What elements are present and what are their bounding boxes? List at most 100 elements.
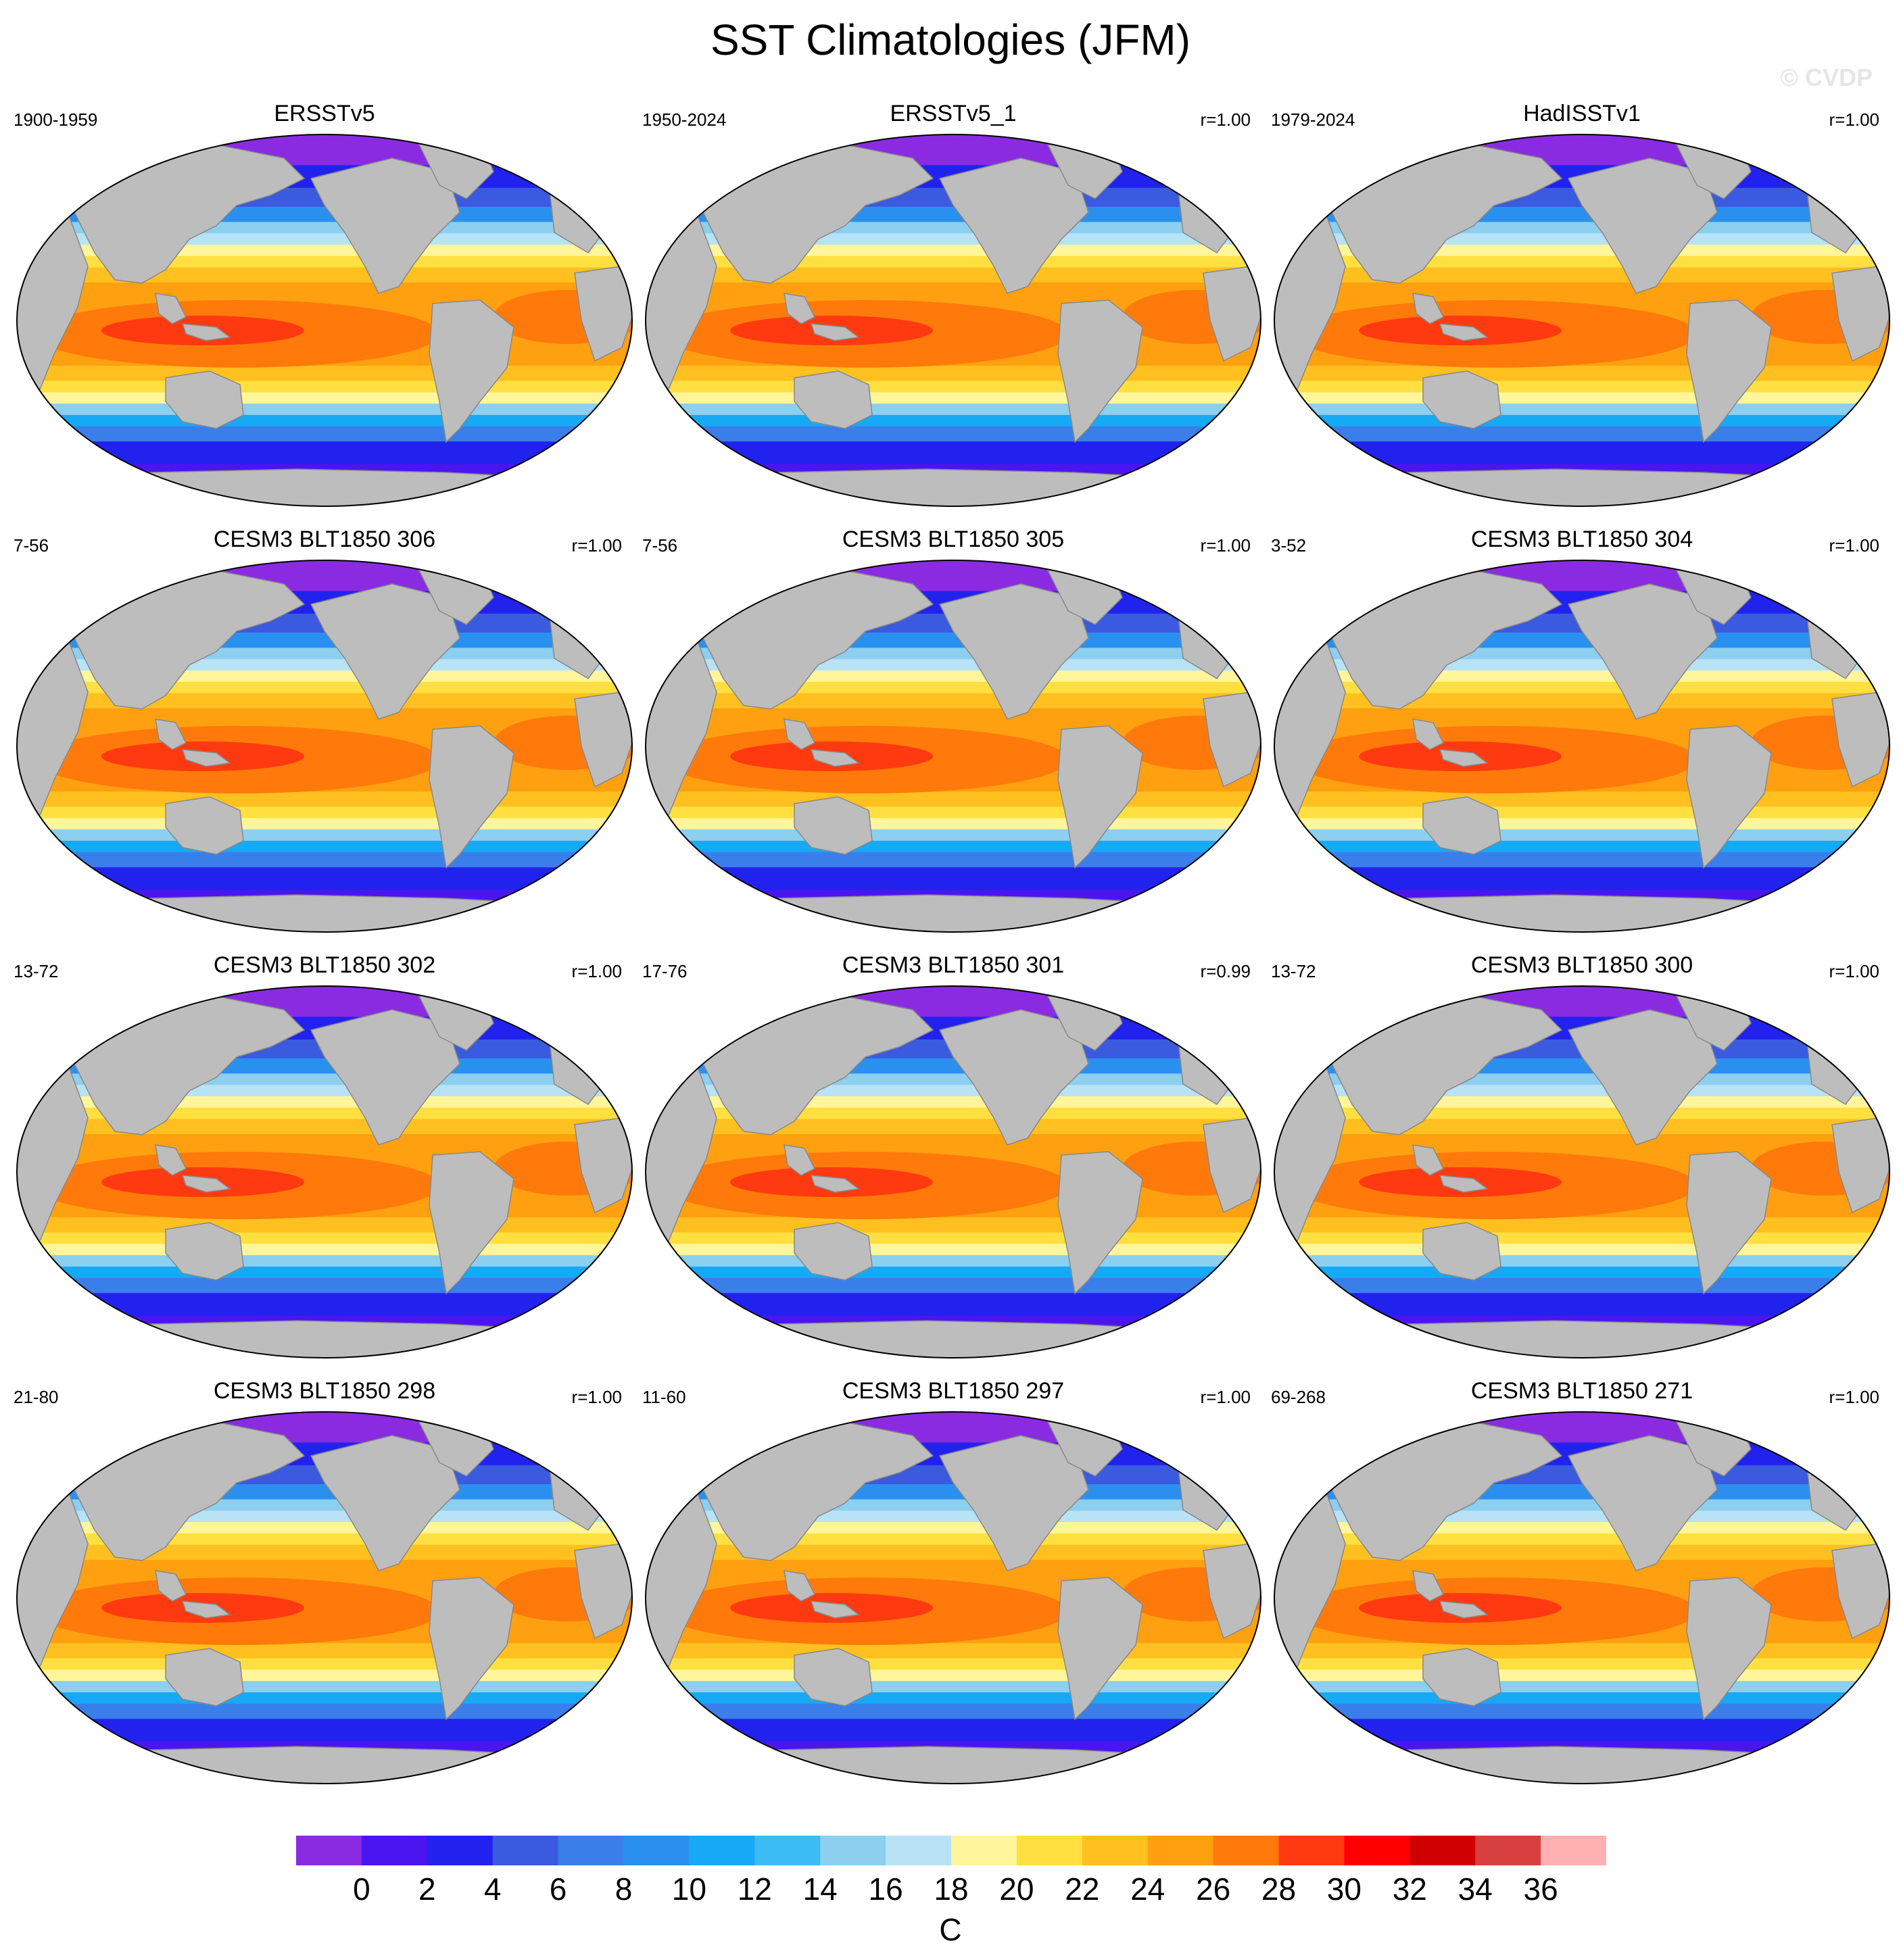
colorbar-tick-label: 24 bbox=[1130, 1871, 1165, 1907]
colorbar-tick-label: 0 bbox=[353, 1871, 370, 1907]
colorbar-swatch bbox=[1278, 1836, 1345, 1865]
sst-map bbox=[1271, 557, 1893, 939]
colorbar-swatch bbox=[1213, 1836, 1279, 1865]
colorbar-tick-label: 36 bbox=[1523, 1871, 1558, 1907]
panel-period: 21-80 bbox=[14, 1387, 59, 1407]
panel-title: CESM3 BLT1850 297 bbox=[842, 1378, 1065, 1404]
sst-map bbox=[642, 557, 1264, 939]
panel-period: 13-72 bbox=[14, 961, 59, 981]
sst-map bbox=[1271, 1408, 1893, 1790]
colorbar-tick-label: 34 bbox=[1458, 1871, 1493, 1907]
sst-map bbox=[642, 131, 1264, 513]
panel-title: CESM3 BLT1850 306 bbox=[213, 526, 436, 552]
map-panel: CESM3 BLT1850 301 17-76 r=0.99 bbox=[642, 952, 1264, 1371]
colorbar-swatch bbox=[886, 1836, 952, 1865]
map-panel: CESM3 BLT1850 300 13-72 r=1.00 bbox=[1271, 952, 1893, 1371]
colorbar-tick-label: 10 bbox=[671, 1871, 706, 1907]
panel-period: 17-76 bbox=[642, 961, 688, 981]
colorbar-swatch bbox=[754, 1836, 821, 1865]
maps-grid: ERSSTv5 1900-1959 ERSSTv5_1 1950-2024 r=1.00… bbox=[14, 100, 1893, 1796]
colorbar-tick-label: 2 bbox=[418, 1871, 436, 1907]
map-panel: CESM3 BLT1850 304 3-52 r=1.00 bbox=[1271, 526, 1893, 945]
panel-period: 1979-2024 bbox=[1271, 109, 1355, 130]
panel-correlation: r=1.00 bbox=[571, 535, 622, 556]
colorbar-swatch bbox=[296, 1836, 362, 1865]
sst-map bbox=[642, 1408, 1264, 1790]
colorbar-tick-label: 18 bbox=[934, 1871, 969, 1907]
colorbar-tick-label: 4 bbox=[483, 1871, 502, 1907]
panel-period: 11-60 bbox=[642, 1387, 686, 1407]
colorbar-units: C bbox=[939, 1912, 962, 1947]
panel-correlation: r=1.00 bbox=[1200, 535, 1251, 556]
panel-title: CESM3 BLT1850 305 bbox=[842, 526, 1065, 552]
map-panel: CESM3 BLT1850 298 21-80 r=1.00 bbox=[14, 1377, 635, 1796]
panel-period: 3-52 bbox=[1271, 535, 1307, 556]
colorbar-swatch bbox=[820, 1836, 886, 1865]
colorbar-swatch bbox=[689, 1836, 755, 1865]
colorbar-tick-label: 28 bbox=[1261, 1871, 1297, 1907]
colorbar-tick-label: 20 bbox=[999, 1871, 1034, 1907]
colorbar bbox=[296, 1836, 1607, 1865]
panel-period: 7-56 bbox=[642, 535, 678, 556]
colorbar-tick-label: 16 bbox=[868, 1871, 903, 1907]
colorbar-swatch bbox=[1475, 1836, 1541, 1865]
sst-map bbox=[1271, 131, 1893, 513]
sst-map bbox=[14, 1408, 635, 1790]
colorbar-tick-label: 14 bbox=[802, 1871, 838, 1907]
colorbar-swatch bbox=[1410, 1836, 1476, 1865]
panel-correlation: r=1.00 bbox=[1829, 535, 1879, 556]
colorbar-swatch bbox=[1082, 1836, 1149, 1865]
panel-title: CESM3 BLT1850 301 bbox=[842, 952, 1065, 978]
colorbar-swatch bbox=[1016, 1836, 1083, 1865]
panel-title: CESM3 BLT1850 302 bbox=[213, 952, 436, 978]
panel-correlation: r=1.00 bbox=[1829, 109, 1879, 130]
panel-correlation: r=0.99 bbox=[1200, 961, 1251, 981]
colorbar-swatch bbox=[492, 1836, 559, 1865]
colorbar-swatch bbox=[427, 1836, 494, 1865]
colorbar-tick-label: 22 bbox=[1065, 1871, 1100, 1907]
colorbar-tick-label: 32 bbox=[1392, 1871, 1427, 1907]
sst-map bbox=[14, 131, 635, 513]
sst-map bbox=[642, 983, 1264, 1365]
panel-period: 1900-1959 bbox=[14, 109, 98, 130]
sst-map bbox=[1271, 983, 1893, 1365]
colorbar-tick-label: 26 bbox=[1196, 1871, 1231, 1907]
map-panel: HadISSTv1 1979-2024 r=1.00 bbox=[1271, 100, 1893, 519]
panel-correlation: r=1.00 bbox=[571, 1387, 622, 1407]
panel-period: 7-56 bbox=[14, 535, 49, 556]
watermark: © CVDP bbox=[1780, 64, 1873, 91]
panel-title: HadISSTv1 bbox=[1523, 101, 1641, 126]
map-panel: CESM3 BLT1850 305 7-56 r=1.00 bbox=[642, 526, 1264, 945]
map-panel: CESM3 BLT1850 302 13-72 r=1.00 bbox=[14, 952, 635, 1371]
colorbar-swatch bbox=[361, 1836, 428, 1865]
panel-title: ERSSTv5_1 bbox=[890, 101, 1017, 126]
panel-period: 13-72 bbox=[1271, 961, 1316, 981]
map-panel: ERSSTv5_1 1950-2024 r=1.00 bbox=[642, 100, 1264, 519]
sst-map bbox=[14, 983, 635, 1365]
colorbar-swatch bbox=[1344, 1836, 1410, 1865]
map-panel: CESM3 BLT1850 271 69-268 r=1.00 bbox=[1271, 1377, 1893, 1796]
panel-title: CESM3 BLT1850 298 bbox=[213, 1378, 436, 1404]
panel-correlation: r=1.00 bbox=[1829, 961, 1879, 981]
map-panel: CESM3 BLT1850 297 11-60 r=1.00 bbox=[642, 1377, 1264, 1796]
sst-map bbox=[14, 557, 635, 939]
panel-correlation: r=1.00 bbox=[1200, 1387, 1251, 1407]
colorbar-swatch bbox=[623, 1836, 690, 1865]
panel-correlation: r=1.00 bbox=[1200, 109, 1251, 130]
panel-title: ERSSTv5 bbox=[274, 101, 375, 126]
colorbar-labels: 0 2 4 6 8 10 12 14 16 18 20 22 24 26 28 30 32 34 36 bbox=[296, 1871, 1606, 1911]
panel-period: 69-268 bbox=[1271, 1387, 1326, 1407]
colorbar-swatch bbox=[1147, 1836, 1214, 1865]
panel-period: 1950-2024 bbox=[642, 109, 727, 130]
colorbar-swatch bbox=[558, 1836, 624, 1865]
map-panel: CESM3 BLT1850 306 7-56 r=1.00 bbox=[14, 526, 635, 945]
colorbar-tick-label: 12 bbox=[737, 1871, 772, 1907]
panel-title: CESM3 BLT1850 304 bbox=[1470, 526, 1693, 552]
colorbar-tick-label: 8 bbox=[615, 1871, 633, 1907]
page-title: SST Climatologies (JFM) bbox=[710, 16, 1191, 64]
colorbar-tick-label: 30 bbox=[1326, 1871, 1362, 1907]
colorbar-swatch bbox=[951, 1836, 1017, 1865]
map-panel: ERSSTv5 1900-1959 bbox=[14, 100, 635, 519]
panel-correlation: r=1.00 bbox=[571, 961, 622, 981]
panel-title: CESM3 BLT1850 271 bbox=[1470, 1378, 1693, 1404]
